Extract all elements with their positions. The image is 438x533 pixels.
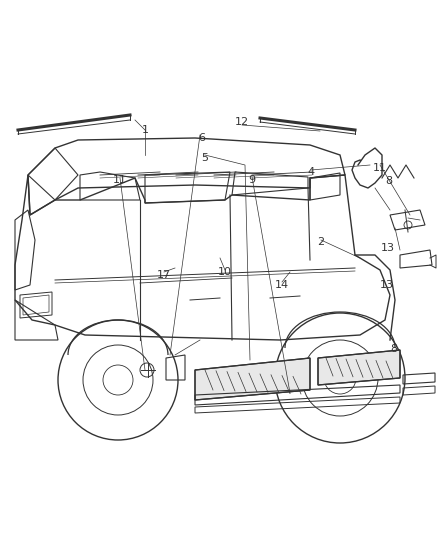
Text: 9: 9 [248,175,255,185]
Text: 14: 14 [275,280,289,290]
Text: 11: 11 [113,175,127,185]
Text: 10: 10 [218,267,232,277]
Polygon shape [195,358,310,400]
Text: 17: 17 [157,270,171,280]
Text: 5: 5 [201,153,208,163]
Text: 6: 6 [198,133,205,143]
Text: 13: 13 [380,280,394,290]
Text: 8: 8 [385,176,392,186]
Text: 4: 4 [307,167,314,177]
Text: 12: 12 [235,117,249,127]
Polygon shape [318,350,400,385]
Text: 1: 1 [141,125,148,135]
Text: 11: 11 [373,163,387,173]
Text: 8: 8 [391,344,398,354]
Text: 13: 13 [381,243,395,253]
Text: 2: 2 [318,237,325,247]
